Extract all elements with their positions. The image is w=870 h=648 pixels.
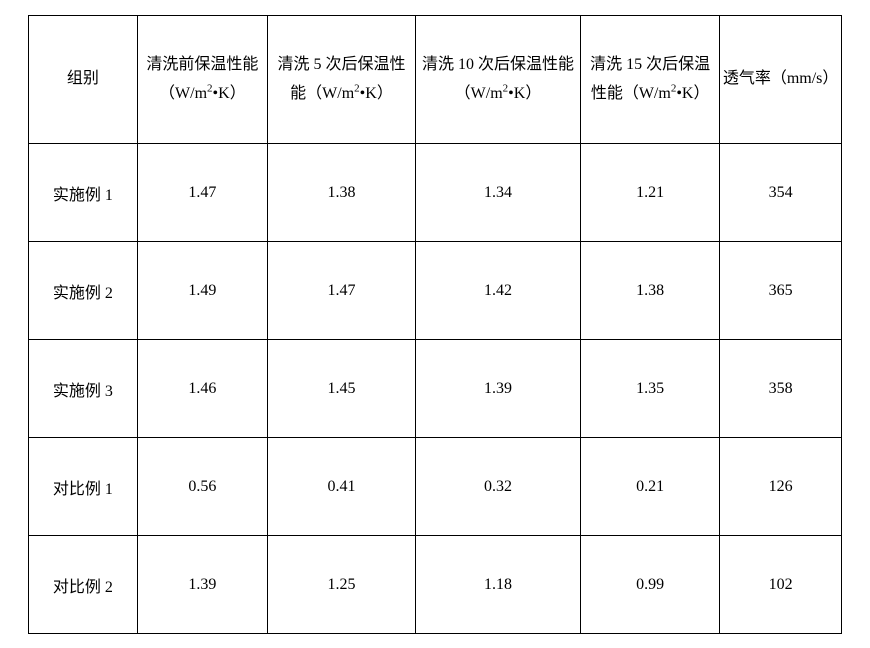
cell-value: 0.56 (137, 438, 267, 536)
cell-value: 1.34 (415, 144, 580, 242)
header-cell-wash-15: 清洗 15 次后保温性能（W/m2•K） (581, 16, 720, 144)
header-label: 组别 (67, 70, 99, 87)
cell-value: 102 (720, 536, 842, 634)
cell-group: 对比例 1 (29, 438, 138, 536)
cell-value: 365 (720, 242, 842, 340)
cell-group: 实施例 1 (29, 144, 138, 242)
cell-value: 126 (720, 438, 842, 536)
table-row: 对比例 2 1.39 1.25 1.18 0.99 102 (29, 536, 842, 634)
cell-value: 1.47 (137, 144, 267, 242)
header-cell-wash-5: 清洗 5 次后保温性能（W/m2•K） (268, 16, 416, 144)
cell-value: 1.25 (268, 536, 416, 634)
cell-value: 1.39 (137, 536, 267, 634)
header-label: 清洗前保温性能（W/m2•K） (146, 56, 258, 102)
cell-value: 0.21 (581, 438, 720, 536)
cell-value: 358 (720, 340, 842, 438)
header-cell-group: 组别 (29, 16, 138, 144)
table-row: 实施例 3 1.46 1.45 1.39 1.35 358 (29, 340, 842, 438)
cell-value: 0.32 (415, 438, 580, 536)
table-row: 实施例 1 1.47 1.38 1.34 1.21 354 (29, 144, 842, 242)
cell-value: 1.38 (581, 242, 720, 340)
data-table: 组别 清洗前保温性能（W/m2•K） 清洗 5 次后保温性能（W/m2•K） 清… (28, 15, 842, 634)
cell-value: 1.46 (137, 340, 267, 438)
header-cell-wash-10: 清洗 10 次后保温性能（W/m2•K） (415, 16, 580, 144)
cell-value: 1.38 (268, 144, 416, 242)
header-cell-air-permeability: 透气率（mm/s） (720, 16, 842, 144)
header-cell-before-wash: 清洗前保温性能（W/m2•K） (137, 16, 267, 144)
cell-value: 1.49 (137, 242, 267, 340)
header-label: 清洗 10 次后保温性能（W/m2•K） (422, 56, 574, 102)
cell-group: 实施例 2 (29, 242, 138, 340)
table-row: 对比例 1 0.56 0.41 0.32 0.21 126 (29, 438, 842, 536)
cell-value: 1.35 (581, 340, 720, 438)
cell-value: 1.42 (415, 242, 580, 340)
cell-value: 1.39 (415, 340, 580, 438)
cell-group: 实施例 3 (29, 340, 138, 438)
cell-value: 354 (720, 144, 842, 242)
header-label: 清洗 15 次后保温性能（W/m2•K） (590, 56, 710, 102)
cell-value: 0.99 (581, 536, 720, 634)
cell-value: 0.41 (268, 438, 416, 536)
cell-value: 1.18 (415, 536, 580, 634)
cell-group: 对比例 2 (29, 536, 138, 634)
header-label: 清洗 5 次后保温性能（W/m2•K） (277, 56, 405, 102)
cell-value: 1.47 (268, 242, 416, 340)
header-label: 透气率（mm/s） (723, 70, 839, 87)
cell-value: 1.45 (268, 340, 416, 438)
table-header-row: 组别 清洗前保温性能（W/m2•K） 清洗 5 次后保温性能（W/m2•K） 清… (29, 16, 842, 144)
table-row: 实施例 2 1.49 1.47 1.42 1.38 365 (29, 242, 842, 340)
cell-value: 1.21 (581, 144, 720, 242)
